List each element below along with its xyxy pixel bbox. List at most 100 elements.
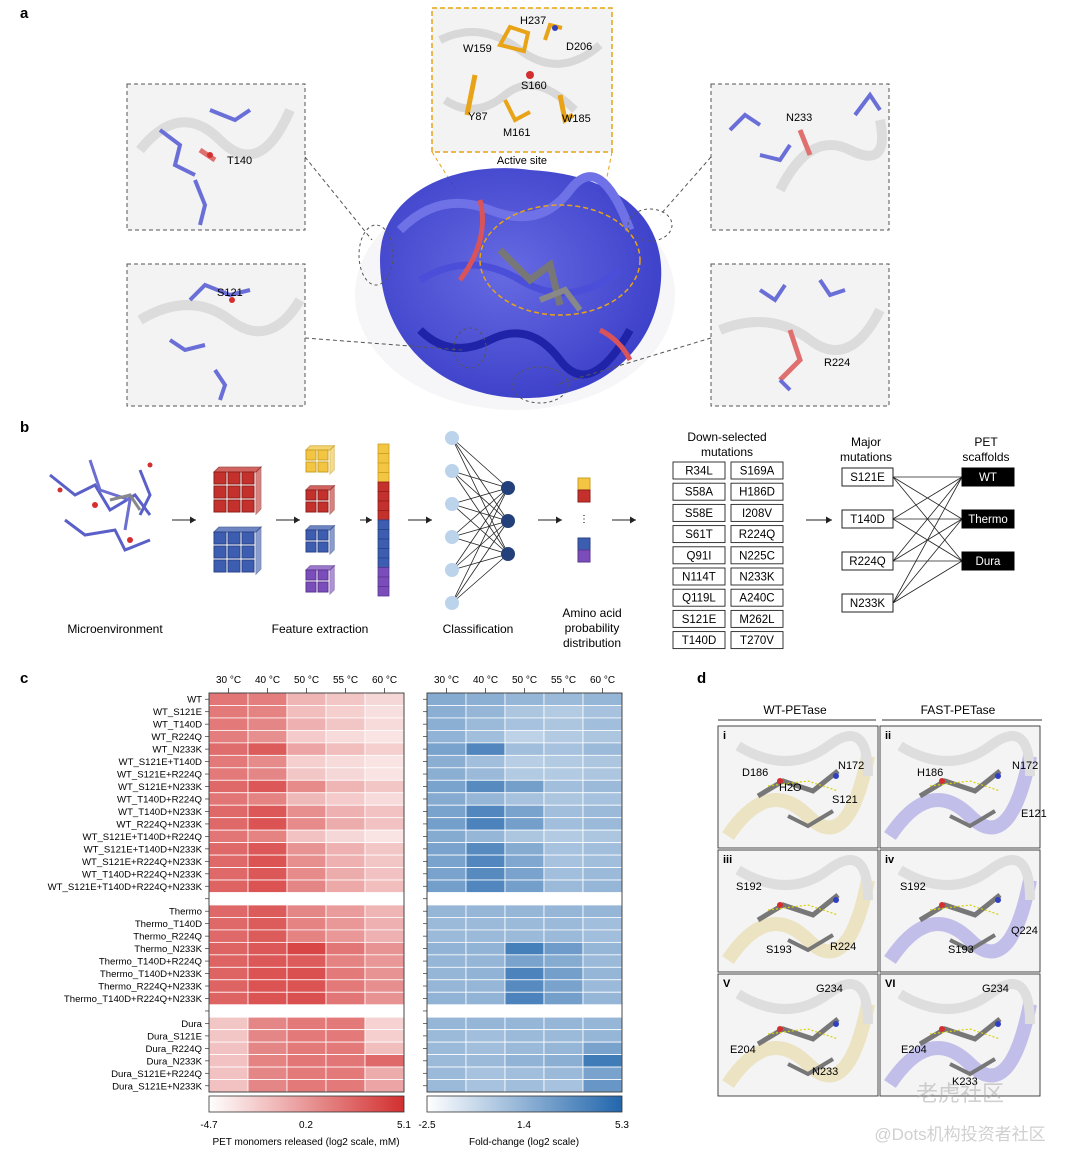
- blue-cell: [426, 1066, 467, 1080]
- red-cell: [208, 730, 249, 744]
- red-cell: [325, 779, 366, 794]
- major-mutation-label: T140D: [850, 514, 885, 526]
- blue-cell: [426, 1029, 467, 1043]
- mutation-label: S58A: [685, 487, 713, 499]
- red-cell: [208, 1054, 249, 1068]
- blue-cell: [465, 979, 506, 993]
- blue-cell: [465, 941, 506, 956]
- mutation-label: I208V: [742, 508, 772, 520]
- panel-letter-d: d: [697, 670, 706, 687]
- red-cell: [208, 1066, 249, 1080]
- blue-cell: [543, 854, 584, 868]
- mutation-label: Q91I: [687, 550, 712, 562]
- red-cell: [247, 804, 288, 819]
- blue-cell: [543, 705, 584, 719]
- red-cell: [325, 754, 366, 769]
- red-cell: [208, 867, 249, 881]
- blue-col-label: 30 °C: [434, 675, 459, 686]
- blue-cell: [543, 917, 584, 931]
- blue-cell: [582, 1079, 623, 1093]
- tile-residue-label: S192: [900, 881, 926, 893]
- scaffold-box: [961, 509, 1015, 529]
- row-label: Dura_S121E+R224Q: [111, 1069, 202, 1080]
- red-cell: [325, 1029, 366, 1043]
- structure-tiles: i D186 N172 H2O S121 ii H186 N172 E121 iii S192 S19…: [717, 725, 1047, 1097]
- row-label: WT_S121E+R224Q+N233K: [82, 857, 203, 868]
- red-cell: [208, 842, 249, 856]
- red-cell: [247, 991, 288, 1006]
- mutation-box: [730, 503, 784, 522]
- major-mutation-label: S121E: [850, 472, 885, 484]
- red-cell: [208, 879, 249, 893]
- blue-cell: [426, 991, 467, 1006]
- blue-cell: [582, 717, 623, 731]
- red-cell: [208, 1041, 249, 1055]
- colorbar-red: -4.7 0.2 5.1 PET monomers released (log2…: [200, 1095, 411, 1148]
- leader-tl: [304, 156, 373, 241]
- blue-cell: [543, 730, 584, 744]
- red-cell: [208, 779, 249, 794]
- major-mutation-box: [841, 551, 894, 571]
- mutation-label: A240C: [739, 593, 774, 605]
- mutation-label: T140D: [682, 635, 717, 647]
- blue-cell: [582, 804, 623, 819]
- red-cell: [247, 779, 288, 794]
- red-cell: [364, 742, 405, 756]
- mutation-box: [730, 482, 784, 501]
- blue-cell: [465, 742, 506, 756]
- red-cell: [325, 842, 366, 856]
- tile-numeral: iv: [885, 854, 895, 866]
- blue-cell: [426, 854, 467, 868]
- blue-cell: [582, 692, 623, 706]
- blue-cell: [504, 730, 545, 744]
- leader-tr: [659, 156, 712, 216]
- nn-input-node-1: [445, 464, 459, 478]
- red-cell: [286, 754, 327, 769]
- blue-cell: [465, 904, 506, 918]
- major-title-1: Major: [851, 435, 881, 449]
- major-mutation-box: [841, 467, 894, 487]
- feature-vector: [377, 443, 390, 597]
- tile-residue-label: N233: [812, 1066, 838, 1078]
- red-cell: [364, 1016, 405, 1031]
- blue-cell: [582, 1016, 623, 1031]
- cube-small-2: [304, 524, 336, 556]
- mutation-box: [730, 525, 784, 544]
- blue-cell: [465, 917, 506, 931]
- residue-w159: W159: [463, 43, 492, 55]
- red-cell: [286, 717, 327, 731]
- inset-label-r224: R224: [824, 357, 850, 369]
- red-cell: [325, 1041, 366, 1055]
- blue-cell: [465, 954, 506, 968]
- red-cell: [325, 979, 366, 993]
- blue-cell: [465, 1016, 506, 1031]
- row-label: WT: [187, 695, 202, 706]
- red-cell: [247, 1029, 288, 1043]
- blue-cell: [465, 705, 506, 719]
- nn-input-node-3: [445, 530, 459, 544]
- inset-bottom-left: S121: [126, 263, 306, 407]
- red-cell: [208, 854, 249, 868]
- major-mutation-box: [841, 593, 894, 613]
- colorbar-blue-tick-mid: 1.4: [517, 1120, 531, 1131]
- red-cell: [364, 779, 405, 794]
- red-cell: [364, 1079, 405, 1093]
- blue-cell: [543, 1079, 584, 1093]
- red-cell: [325, 1079, 366, 1093]
- red-cell: [247, 829, 288, 844]
- mutation-box: [672, 461, 726, 480]
- row-label: WT_S121E+N233K: [118, 782, 203, 793]
- downselected-title-2: mutations: [701, 445, 753, 459]
- inset-label-s121: S121: [217, 287, 243, 299]
- red-cell: [286, 1066, 327, 1080]
- blue-cell: [582, 879, 623, 893]
- blue-cell: [582, 867, 623, 881]
- colorbar-red-tick-mid: 0.2: [299, 1120, 313, 1131]
- blue-cell: [543, 1016, 584, 1031]
- tile-residue-label: G234: [816, 983, 843, 995]
- leader-bl: [304, 337, 463, 351]
- red-cell: [247, 929, 288, 943]
- mutation-box: [730, 546, 784, 565]
- blue-cell: [426, 829, 467, 844]
